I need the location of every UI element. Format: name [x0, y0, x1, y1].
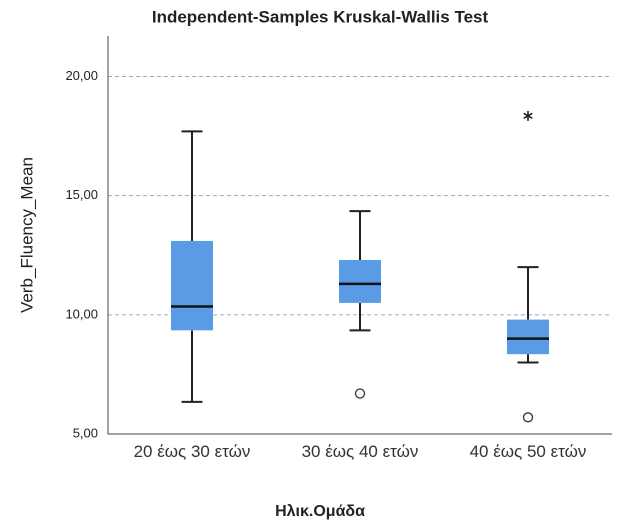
extreme	[523, 110, 533, 121]
y-tick-label: 15,00	[65, 187, 98, 202]
outlier	[522, 412, 534, 423]
box	[339, 260, 381, 303]
x-tick-label: 30 έως 40 ετών	[301, 442, 419, 461]
y-tick-label: 5,00	[73, 425, 98, 440]
x-axis-title: Ηλικ.Ομάδα	[275, 503, 365, 520]
y-axis-title: Verb_Fluency_Mean	[17, 157, 36, 313]
x-tick-label: 20 έως 30 ετών	[133, 442, 251, 461]
box	[507, 319, 549, 355]
chart-title: Independent-Samples Kruskal-Wallis Test	[152, 7, 489, 26]
x-tick-label: 40 έως 50 ετών	[469, 442, 587, 461]
outlier	[354, 388, 366, 399]
y-tick-label: 10,00	[65, 306, 98, 321]
box	[171, 240, 213, 331]
y-tick-label: 20,00	[65, 68, 98, 83]
